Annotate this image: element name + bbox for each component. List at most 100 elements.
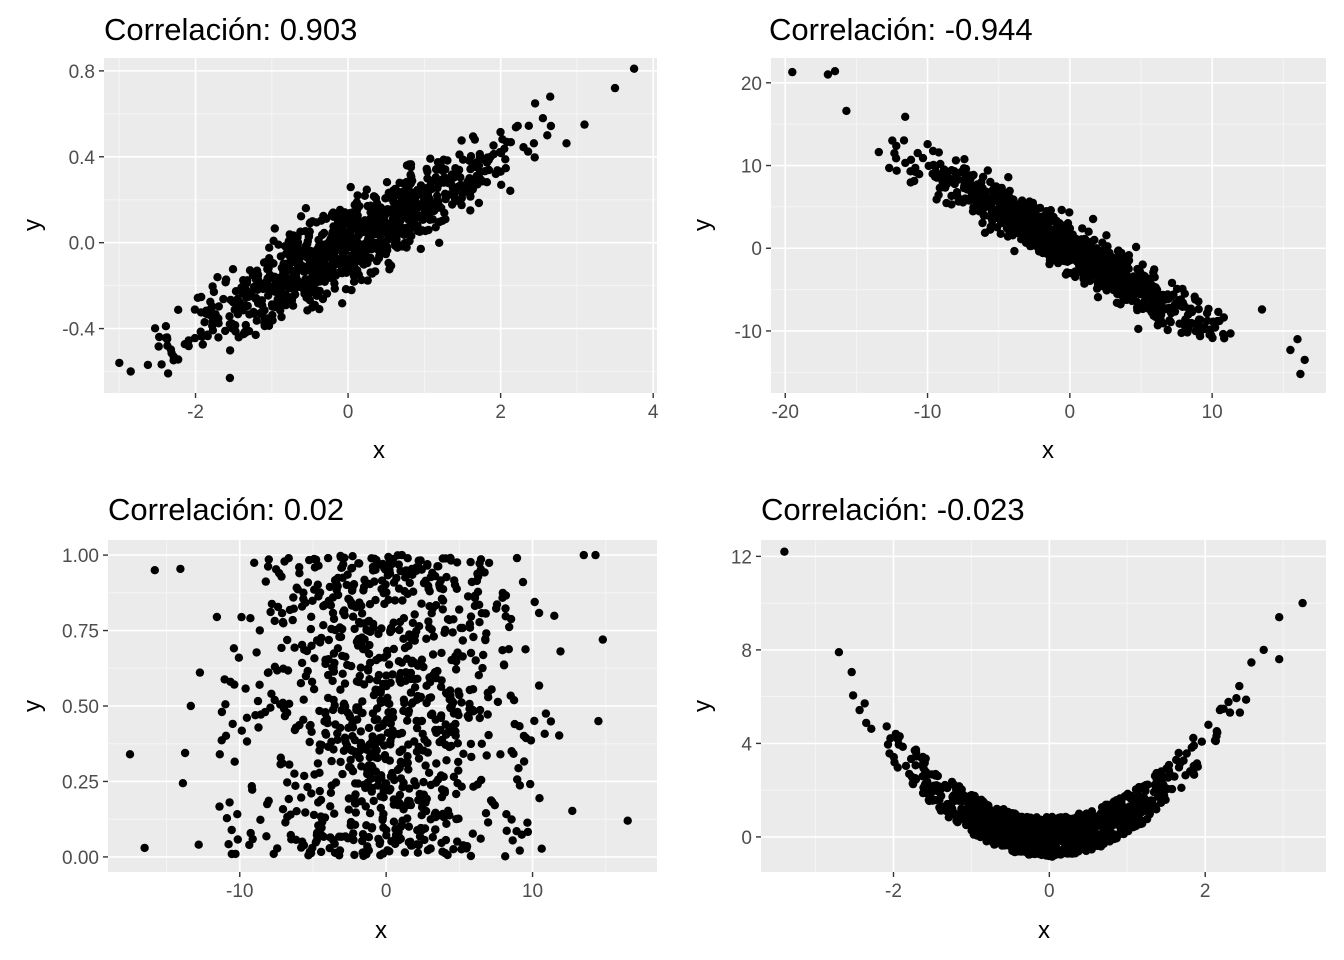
scatter-point xyxy=(367,554,376,563)
scatter-point xyxy=(336,632,346,642)
scatter-point xyxy=(901,112,910,122)
scatter-point xyxy=(403,202,412,211)
scatter-point xyxy=(309,685,319,694)
y-tick-label: 0.0 xyxy=(69,234,95,255)
scatter-point xyxy=(431,825,440,834)
scatter-point xyxy=(940,780,950,790)
scatter-point xyxy=(226,677,235,686)
y-tick-label: 0 xyxy=(741,828,752,849)
scatter-point xyxy=(215,750,224,759)
scatter-point xyxy=(307,677,317,686)
scatter-point xyxy=(530,153,539,162)
scatter-point xyxy=(389,644,398,654)
scatter-point xyxy=(295,569,304,578)
scatter-point xyxy=(1124,256,1134,265)
scatter-point xyxy=(1177,783,1186,792)
scatter-points xyxy=(780,547,1307,861)
scatter-point xyxy=(1084,227,1093,236)
x-tick-label: 2 xyxy=(495,402,506,423)
scatter-point xyxy=(998,816,1008,825)
scatter-point xyxy=(1085,276,1095,286)
chart-panel-3: Correlación: 0.02 y x -10 0 10 0.00 0.25 0.50… xyxy=(19,492,657,944)
scatter-point xyxy=(377,771,386,780)
scatter-point xyxy=(365,640,374,650)
scatter-point xyxy=(442,572,451,582)
scatter-point xyxy=(1167,784,1177,794)
scatter-point xyxy=(269,236,278,245)
scatter-point xyxy=(1286,345,1295,355)
scatter-point xyxy=(428,650,438,659)
scatter-point xyxy=(1102,801,1111,810)
scatter-point xyxy=(277,312,286,322)
scatter-point xyxy=(297,793,306,802)
scatter-point xyxy=(997,183,1006,193)
scatter-point xyxy=(482,158,492,167)
scatter-point xyxy=(343,235,352,245)
scatter-point xyxy=(362,745,371,754)
scatter-point xyxy=(395,747,404,757)
scatter-point xyxy=(394,584,404,593)
scatter-point xyxy=(365,658,375,667)
scatter-point xyxy=(940,168,950,177)
scatter-point xyxy=(407,699,416,708)
scatter-point xyxy=(405,229,414,238)
scatter-point xyxy=(268,310,277,320)
scatter-point xyxy=(246,828,255,838)
scatter-point xyxy=(1008,231,1017,240)
scatter-point xyxy=(397,728,407,738)
scatter-point xyxy=(195,668,205,677)
scatter-point xyxy=(352,677,362,686)
scatter-point xyxy=(524,121,533,130)
scatter-point xyxy=(312,286,321,295)
scatter-point xyxy=(262,832,271,841)
scatter-point xyxy=(263,668,273,677)
scatter-point xyxy=(390,192,399,201)
scatter-point xyxy=(780,547,789,556)
scatter-point xyxy=(335,851,344,860)
scatter-point xyxy=(352,703,361,712)
scatter-point xyxy=(334,832,344,841)
scatter-point xyxy=(300,264,309,274)
scatter-point xyxy=(1035,203,1045,213)
scatter-point xyxy=(1102,286,1111,295)
scatter-point xyxy=(481,635,490,645)
scatter-point xyxy=(1088,214,1098,224)
scatter-point xyxy=(1235,681,1244,691)
scatter-point xyxy=(908,779,918,789)
scatter-point xyxy=(1071,272,1080,282)
scatter-point xyxy=(441,554,450,563)
scatter-point xyxy=(403,672,413,681)
scatter-point xyxy=(1131,785,1141,794)
scatter-point xyxy=(126,367,135,376)
scatter-point xyxy=(212,612,222,622)
scatter-point xyxy=(433,775,443,784)
x-tick-label: 0 xyxy=(1044,881,1055,902)
scatter-point xyxy=(407,659,416,668)
scatter-point xyxy=(514,764,523,773)
scatter-point xyxy=(221,731,231,740)
scatter-point xyxy=(388,726,397,735)
scatter-point xyxy=(328,608,338,618)
scatter-point xyxy=(299,695,308,704)
scatter-point xyxy=(504,645,513,654)
scatter-point xyxy=(431,223,440,232)
scatter-point xyxy=(1061,840,1070,849)
scatter-point xyxy=(984,821,993,831)
scatter-point xyxy=(906,155,916,164)
scatter-point xyxy=(911,745,921,754)
scatter-point xyxy=(324,742,333,751)
scatter-point xyxy=(356,741,366,750)
chart-panel-1: Correlación: 0.903 y x -2 0 2 4 -0.4 0.0 0.4 0.… xyxy=(19,12,659,464)
x-axis-title: x xyxy=(1038,917,1050,944)
scatter-point xyxy=(398,242,407,251)
scatter-point xyxy=(418,729,427,739)
scatter-point xyxy=(366,201,375,210)
scatter-point xyxy=(358,836,367,846)
scatter-point xyxy=(289,604,298,613)
scatter-point xyxy=(412,747,422,756)
scatter-point xyxy=(890,758,899,767)
scatter-point xyxy=(610,83,620,93)
scatter-point xyxy=(1257,305,1267,314)
scatter-point xyxy=(1049,238,1058,248)
scatter-point xyxy=(379,212,389,221)
